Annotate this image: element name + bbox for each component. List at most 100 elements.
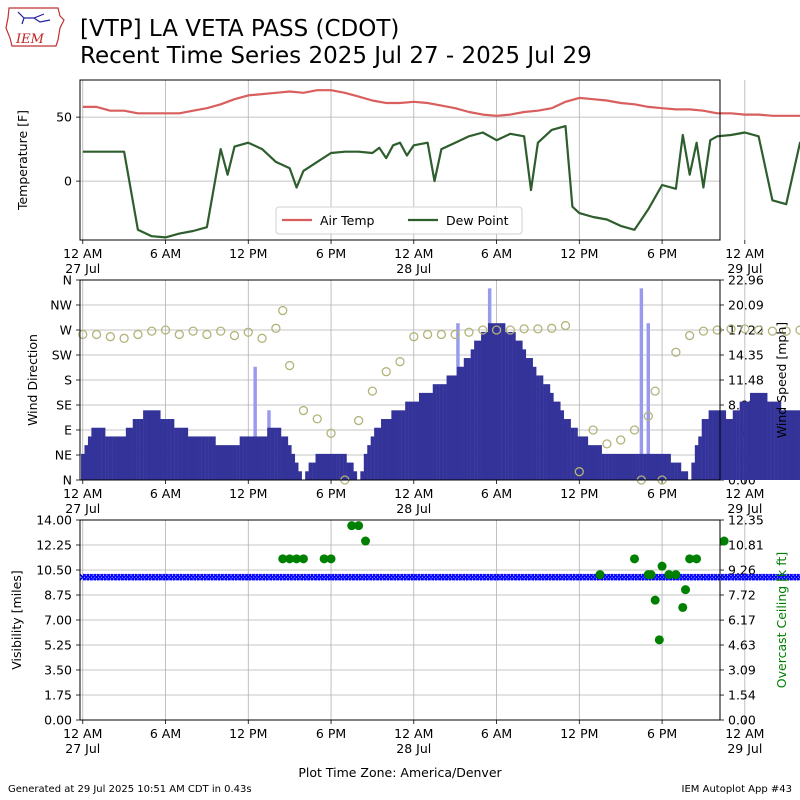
wind-direction-point [478,325,488,335]
speed-bar [146,410,151,480]
speed-bar [450,375,454,480]
wind-direction-point [422,329,433,340]
legend-box [275,206,523,235]
ceiling-point [664,570,674,580]
speed-bar [577,436,582,480]
speed-bar [277,427,282,480]
wind-direction-point [450,329,460,340]
x-tick-label: 6 PM [316,726,346,741]
speed-bar [770,401,775,480]
speed-bar [118,436,123,480]
x-axis-label: Plot Time Zone: America/Denver [298,765,502,780]
x-tick-label: 12 AM [394,246,433,261]
speed-bar [681,471,685,480]
ceiling-point [354,521,364,531]
speed-bar [415,401,420,480]
footer-app: IEM Autoplot App #43 [681,784,792,795]
x-tick-sublabel: 27 Jul [65,501,100,516]
wind-direction-point [464,327,474,337]
wind-direction-point [278,305,288,316]
speed-bar [170,419,175,480]
y2-tick-label: 6.17 [728,613,756,628]
wind-direction-point [629,425,640,435]
ceiling-point [681,585,691,595]
speed-bar [132,419,137,480]
ceiling-point [719,536,729,546]
speed-bar [315,453,320,480]
wind-direction-point [602,439,612,449]
speed-bar [625,453,630,480]
y2-tick-label: 22.96 [728,273,764,288]
speed-bar [439,384,444,480]
speed-bar [267,427,271,480]
speed-bar [222,445,227,480]
speed-bar [522,349,527,480]
x-tick-label: 6 AM [150,726,181,741]
speed-bar [639,453,644,480]
wind-direction-point [326,428,336,438]
wind-direction-point [78,329,88,340]
speed-bar [94,427,99,480]
speed-bar [350,462,354,480]
speed-bar [677,462,682,480]
speed-bar [122,436,127,480]
speed-bar [791,410,796,480]
wind-direction-point [574,467,584,477]
speed-bar [553,401,558,480]
x-tick-sublabel: 27 Jul [65,741,100,756]
speed-bar [787,410,792,480]
wind-direction-point [795,325,800,335]
x-tick-label: 12 AM [63,246,102,261]
speed-bar [653,453,658,480]
speed-bar [515,340,520,480]
speed-bar [674,462,678,480]
speed-bar [694,445,699,480]
wind-direction-point [560,320,571,331]
wind-direction-point [505,325,515,335]
x-tick-label: 6 AM [150,246,181,261]
speed-bar [636,453,640,480]
speed-bar [218,445,223,480]
wind-direction-point [671,347,681,357]
speed-bar [401,410,406,480]
y2-tick-label: 14.35 [728,348,764,363]
speed-bar [422,392,427,480]
speed-bar [446,375,451,480]
speed-bar [467,358,471,480]
speed-bar [87,436,92,480]
speed-bar [425,392,430,480]
speed-bar [781,410,785,480]
speed-bar [336,453,340,480]
x-tick-label: 6 PM [316,246,346,261]
wind-direction-point [91,329,102,340]
speed-bar [656,453,661,480]
ceiling-point [326,554,336,564]
gust-bar [253,366,257,480]
speed-bar [667,453,671,480]
speed-bar [298,471,302,480]
chart-title-line2: Recent Time Series 2025 Jul 27 - 2025 Ju… [80,43,592,69]
wind-direction-point [147,326,157,336]
x-tick-label: 12 AM [725,486,764,501]
speed-bar [412,401,416,480]
speed-bar [81,453,85,480]
speed-bar [201,436,206,480]
y-tick-label: S [64,373,72,388]
speed-bar [325,453,330,480]
speed-bar [101,427,106,480]
x-tick-label: 12 AM [725,726,764,741]
y-tick-label: 12.25 [36,538,72,553]
speed-bar [725,419,730,480]
x-tick-sublabel: 28 Jul [396,501,431,516]
x-tick-sublabel: 28 Jul [396,741,431,756]
ceiling-point [285,554,295,564]
x-tick-label: 6 AM [481,246,512,261]
footer-generated: Generated at 29 Jul 2025 10:51 AM CDT in… [8,784,252,795]
y-tick-label: 14.00 [36,513,72,528]
ceiling-point [650,595,660,605]
y-tick-label: 50 [56,110,72,125]
speed-bar [346,462,351,480]
speed-bar [746,401,751,480]
wind-direction-point [685,330,695,341]
